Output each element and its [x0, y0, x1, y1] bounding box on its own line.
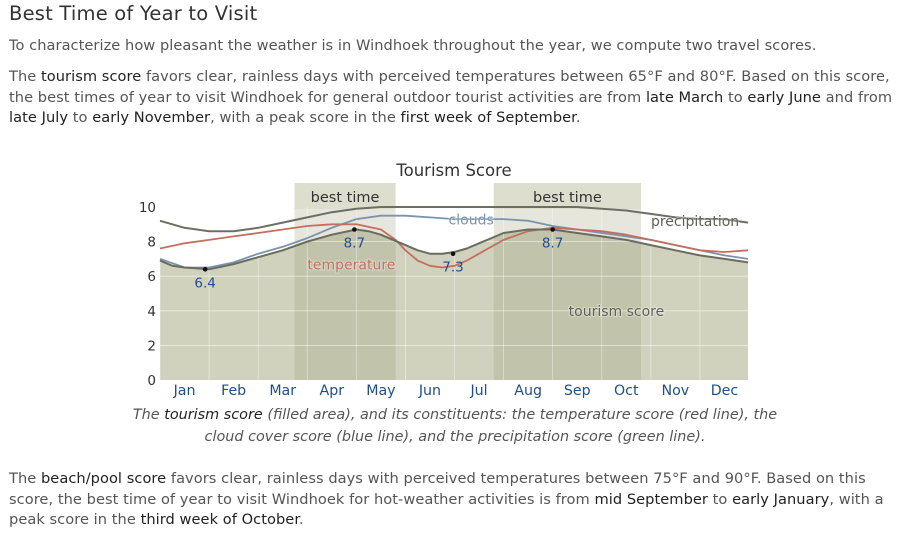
- x-tick-label: Nov: [662, 383, 690, 399]
- x-tick-label: Feb: [221, 383, 246, 399]
- text: and from: [820, 88, 893, 106]
- chart-grid: [159, 207, 750, 380]
- x-tick-label: Jul: [469, 383, 487, 399]
- best-time-header-1: [294, 183, 396, 209]
- best-time-end-1: early June: [747, 88, 821, 106]
- best-time-start-2: late July: [9, 109, 69, 126]
- chart-title: Tourism Score: [395, 161, 511, 180]
- x-tick-label: Mar: [269, 383, 296, 399]
- score-point-label-3: 7.3: [442, 260, 463, 276]
- intro-paragraph: To characterize how pleasant the weather…: [9, 37, 817, 54]
- text: (filled area), and its constituents: the…: [204, 407, 778, 445]
- text: , with a peak score in the: [210, 109, 401, 126]
- text: , with a peak score in the: [9, 490, 884, 529]
- beach-paragraph: The beach/pool score favors clear, rainl…: [9, 469, 899, 531]
- beach-peak: third week of October: [140, 511, 300, 528]
- x-tick-label: Aug: [514, 383, 542, 399]
- page-title: Best Time of Year to Visit: [9, 2, 258, 25]
- y-tick-label: 2: [147, 338, 156, 354]
- best-time-end-2: early November: [92, 109, 211, 126]
- chart-labels: best time best time 0 2 4 6 8 10 Jan Feb Mar Apr May…: [139, 190, 740, 399]
- y-tick-label: 6: [147, 269, 156, 285]
- text: The: [9, 470, 41, 487]
- y-tick-label: 8: [147, 235, 156, 251]
- best-time-label-2: best time: [533, 190, 602, 206]
- temperature-series-label: temperature: [307, 257, 395, 273]
- beach-start: mid September: [594, 490, 708, 508]
- text: to: [68, 109, 93, 126]
- score-point-1: [202, 266, 208, 272]
- temperature-line: [159, 223, 749, 269]
- peak-time: first week of September: [400, 109, 576, 126]
- score-point-3: [450, 251, 456, 257]
- best-time-label-1: best time: [311, 190, 380, 206]
- precipitation-series-label: precipitation: [651, 214, 739, 230]
- text: to: [723, 88, 748, 106]
- score-point-4: [550, 227, 555, 232]
- x-tick-label: Apr: [320, 383, 345, 399]
- chart-caption: The tourism score (filled area), and its…: [120, 405, 790, 448]
- tourism-score-chart: best time best time 0 2 4 6 8 10 Jan Feb Mar Apr May…: [139, 161, 750, 399]
- score-point-label-2: 8.7: [344, 235, 365, 251]
- best-time-header-2: [493, 183, 642, 209]
- text: The: [132, 407, 165, 423]
- score-point-label-4: 8.7: [542, 235, 563, 251]
- x-tick-label: Oct: [614, 383, 639, 399]
- tourism-score-area: [160, 229, 749, 380]
- beach-score-term: beach/pool score: [40, 470, 167, 487]
- text: .: [299, 511, 304, 528]
- score-point-2: [352, 227, 357, 232]
- tourism-score-term: tourism score: [40, 68, 142, 85]
- x-tick-label: May: [366, 383, 395, 399]
- text: favors clear, rainless days with perceiv…: [9, 68, 890, 106]
- precipitation-line: [159, 206, 749, 233]
- x-tick-label: Jan: [173, 383, 196, 399]
- clouds-series-label: clouds: [449, 212, 494, 228]
- text: .: [575, 109, 581, 126]
- y-tick-label: 0: [147, 373, 156, 389]
- tourism-series-label: tourism score: [569, 304, 665, 320]
- x-tick-label: Dec: [711, 383, 738, 399]
- tourism-area-band-1: [294, 229, 396, 380]
- y-tick-label: 4: [147, 304, 156, 320]
- tourism-area-band-2: [493, 229, 642, 380]
- tourism-paragraph: The tourism score favors clear, rainless…: [9, 67, 899, 129]
- caption-tourism-score: tourism score: [164, 407, 263, 423]
- best-time-start-1: late March: [645, 88, 724, 106]
- score-point-label-1: 6.4: [194, 275, 215, 291]
- text: The: [9, 68, 41, 85]
- peak-points: [202, 227, 555, 272]
- text: favors clear, rainless days with perceiv…: [9, 470, 866, 508]
- series-lines: [159, 206, 749, 271]
- x-tick-label: Sep: [564, 383, 591, 399]
- tourism-line: [159, 228, 749, 271]
- beach-end: early January: [732, 490, 830, 508]
- text: to: [707, 490, 733, 508]
- y-tick-label: 10: [139, 200, 156, 216]
- x-tick-label: Jun: [418, 383, 441, 399]
